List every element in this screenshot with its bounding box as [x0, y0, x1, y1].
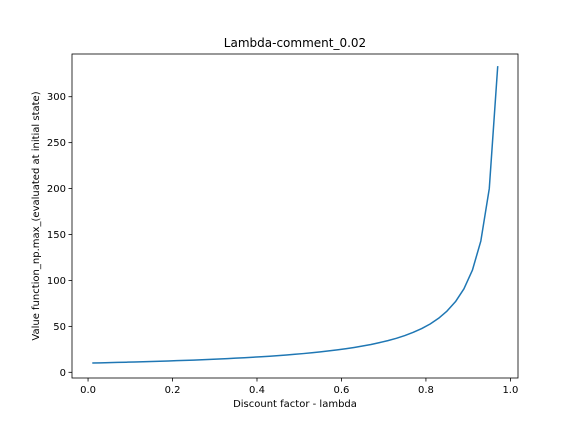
x-tick-label: 0.4 — [249, 385, 265, 396]
y-tick-label: 250 — [47, 138, 66, 149]
x-tick-label: 0.2 — [165, 385, 181, 396]
y-tick-label: 300 — [47, 92, 66, 103]
y-tick-label: 200 — [47, 184, 66, 195]
x-tick-label: 1.0 — [502, 385, 518, 396]
y-tick-label: 50 — [53, 322, 66, 333]
x-tick-label: 0.8 — [418, 385, 434, 396]
x-axis-label: Discount factor - lambda — [233, 399, 357, 410]
y-tick-label: 100 — [47, 276, 66, 287]
y-tick-label: 0 — [60, 368, 66, 379]
chart-title: Lambda-comment_0.02 — [224, 36, 366, 50]
x-tick-label: 0.6 — [334, 385, 350, 396]
x-tick-label: 0.0 — [80, 385, 96, 396]
y-axis-label: Value function_np.max_(evaluated at init… — [31, 91, 42, 340]
y-tick-label: 150 — [47, 230, 66, 241]
